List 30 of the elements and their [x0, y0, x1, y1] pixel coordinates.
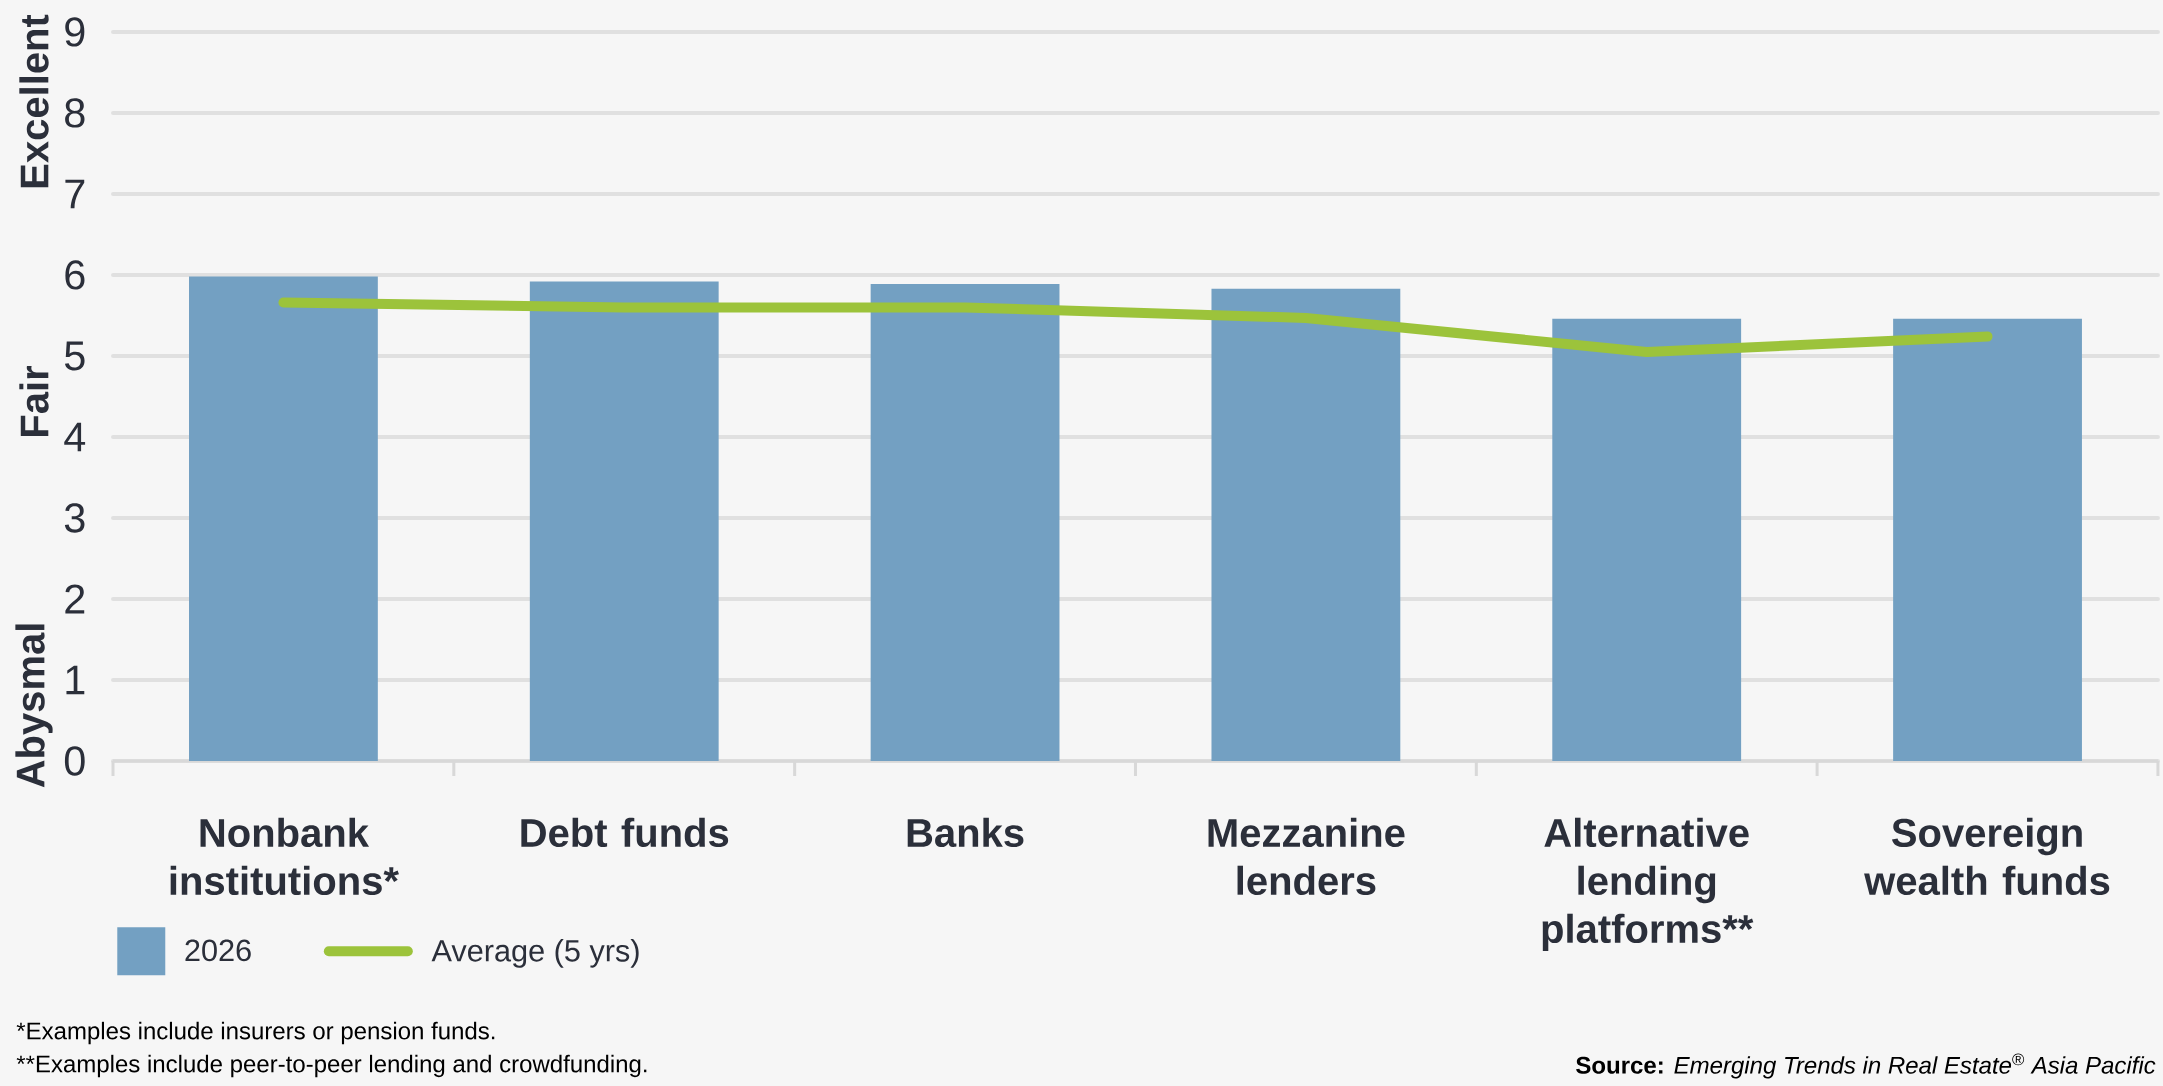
y-tick-label: 7: [65, 179, 85, 209]
legend-label: 2026: [185, 939, 251, 962]
x-tick-label: Alternative lending platforms**: [1542, 817, 1754, 951]
legend-label: Average (5 yrs): [431, 939, 639, 968]
bar: [529, 281, 719, 761]
y-tick-label: 5: [64, 341, 85, 371]
bar: [1893, 318, 2082, 761]
y-tick-label: 3: [64, 503, 85, 533]
y-tick-label: 4: [64, 422, 86, 452]
y-tick-label: 0: [64, 746, 85, 776]
bar: [870, 283, 1060, 761]
y-tick-label: 9: [65, 17, 85, 47]
bar: [189, 276, 378, 761]
x-tick-label: Sovereign wealth funds: [1864, 817, 2110, 896]
y-tick-label: 6: [65, 260, 85, 290]
text: Excellent: [19, 14, 49, 188]
x-tick-label: Mezzanine lenders: [1208, 817, 1405, 896]
y-tick-label: 2: [65, 584, 85, 614]
x-tick-label: Nonbank institutions*: [170, 817, 399, 896]
y-tick-label: 1: [66, 665, 85, 695]
x-tick-label: Banks: [907, 817, 1024, 848]
text: Fair: [19, 365, 49, 436]
bar: [1211, 288, 1401, 761]
text: Source: Emerging Trends in Real Estate$^{®}$ Asia Pacific: [1576, 1053, 2156, 1079]
text: **Examples include peer-to-peer lending and crowdfunding.: [16, 1054, 647, 1078]
bar: [1552, 318, 1742, 761]
y-tick-label: 8: [65, 98, 85, 128]
x-tick-label: Debt funds: [521, 817, 729, 848]
text: *Examples include insurers or pension funds.: [16, 1021, 495, 1045]
text: Abysmal: [15, 624, 53, 788]
